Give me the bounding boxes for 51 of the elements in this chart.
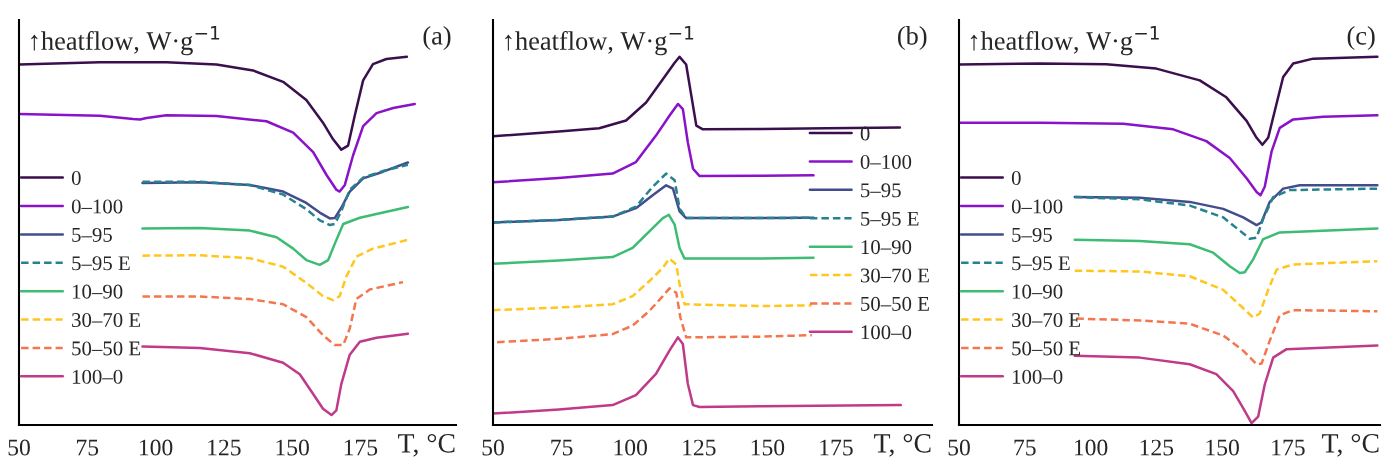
x-tick-label: 75 xyxy=(1014,439,1036,456)
legend-label: 100–0 xyxy=(72,369,123,384)
x-tick-label: 100 xyxy=(614,439,647,456)
y-axis-title: ↑heatflow, W·g$^{−1}$ xyxy=(31,26,220,56)
x-tick-label: 100 xyxy=(1074,439,1108,456)
x-tick-label: 175 xyxy=(344,439,378,456)
legend-label: 30–70 E xyxy=(860,268,929,283)
x-axis-title: T, °C xyxy=(398,433,455,457)
x-tick-label: 175 xyxy=(1272,439,1305,456)
legend-label: 0–100 xyxy=(1011,199,1063,214)
x-tick-label: 150 xyxy=(276,439,309,456)
legend-label: 10–90 xyxy=(1012,284,1063,299)
x-tick-label: 125 xyxy=(683,439,716,456)
legend-label: 50–50 E xyxy=(1012,341,1081,356)
legend-label: 30–70 E xyxy=(72,313,141,328)
x-axis-title: T, °C xyxy=(874,433,931,457)
y-axis-title: ↑heatflow, W·g$^{−1}$ xyxy=(970,26,1159,56)
y-axis-title: ↑heatflow, W·g$^{−1}$ xyxy=(505,26,694,56)
legend-label: 5–95 xyxy=(1012,227,1052,242)
x-tick-label: 125 xyxy=(1140,439,1174,456)
legend-label: 5–95 E xyxy=(861,211,919,226)
legend-label: 0–100 xyxy=(71,199,123,214)
x-tick-label: 175 xyxy=(820,439,853,456)
x-tick-label: 150 xyxy=(1206,439,1239,456)
legend-label: 50–50 E xyxy=(861,296,929,311)
legend-label: 5–95 E xyxy=(1012,256,1070,271)
legend-label: 100–0 xyxy=(1012,369,1063,384)
legend-label: 0 xyxy=(860,126,870,141)
x-tick-label: 125 xyxy=(208,439,241,456)
chart-title: (a) xyxy=(423,26,451,51)
x-tick-label: 50 xyxy=(948,439,970,456)
chart-title: (b) xyxy=(898,26,927,51)
x-tick-label: 50 xyxy=(482,439,504,456)
legend-label: 5–95 E xyxy=(72,256,130,271)
legend-label: 0–100 xyxy=(860,154,912,169)
legend-label: 5–95 xyxy=(861,183,901,198)
x-tick-label: 75 xyxy=(551,439,573,456)
legend-label: 10–90 xyxy=(72,284,123,299)
legend-label: 30–70 E xyxy=(1012,313,1081,328)
legend-label: 0 xyxy=(1011,171,1021,186)
x-tick-label: 75 xyxy=(77,439,99,456)
x-tick-label: 50 xyxy=(8,439,30,456)
legend-label: 50–50 E xyxy=(72,341,141,356)
x-axis-title: T, °C xyxy=(1322,433,1379,457)
legend-label: 0 xyxy=(71,171,81,186)
legend-label: 10–90 xyxy=(861,240,912,255)
x-tick-label: 150 xyxy=(751,439,785,456)
legend-label: 5–95 xyxy=(72,227,112,242)
chart-title: (c) xyxy=(1347,26,1375,51)
x-tick-label: 100 xyxy=(139,439,173,456)
legend-label: 100–0 xyxy=(861,325,912,340)
